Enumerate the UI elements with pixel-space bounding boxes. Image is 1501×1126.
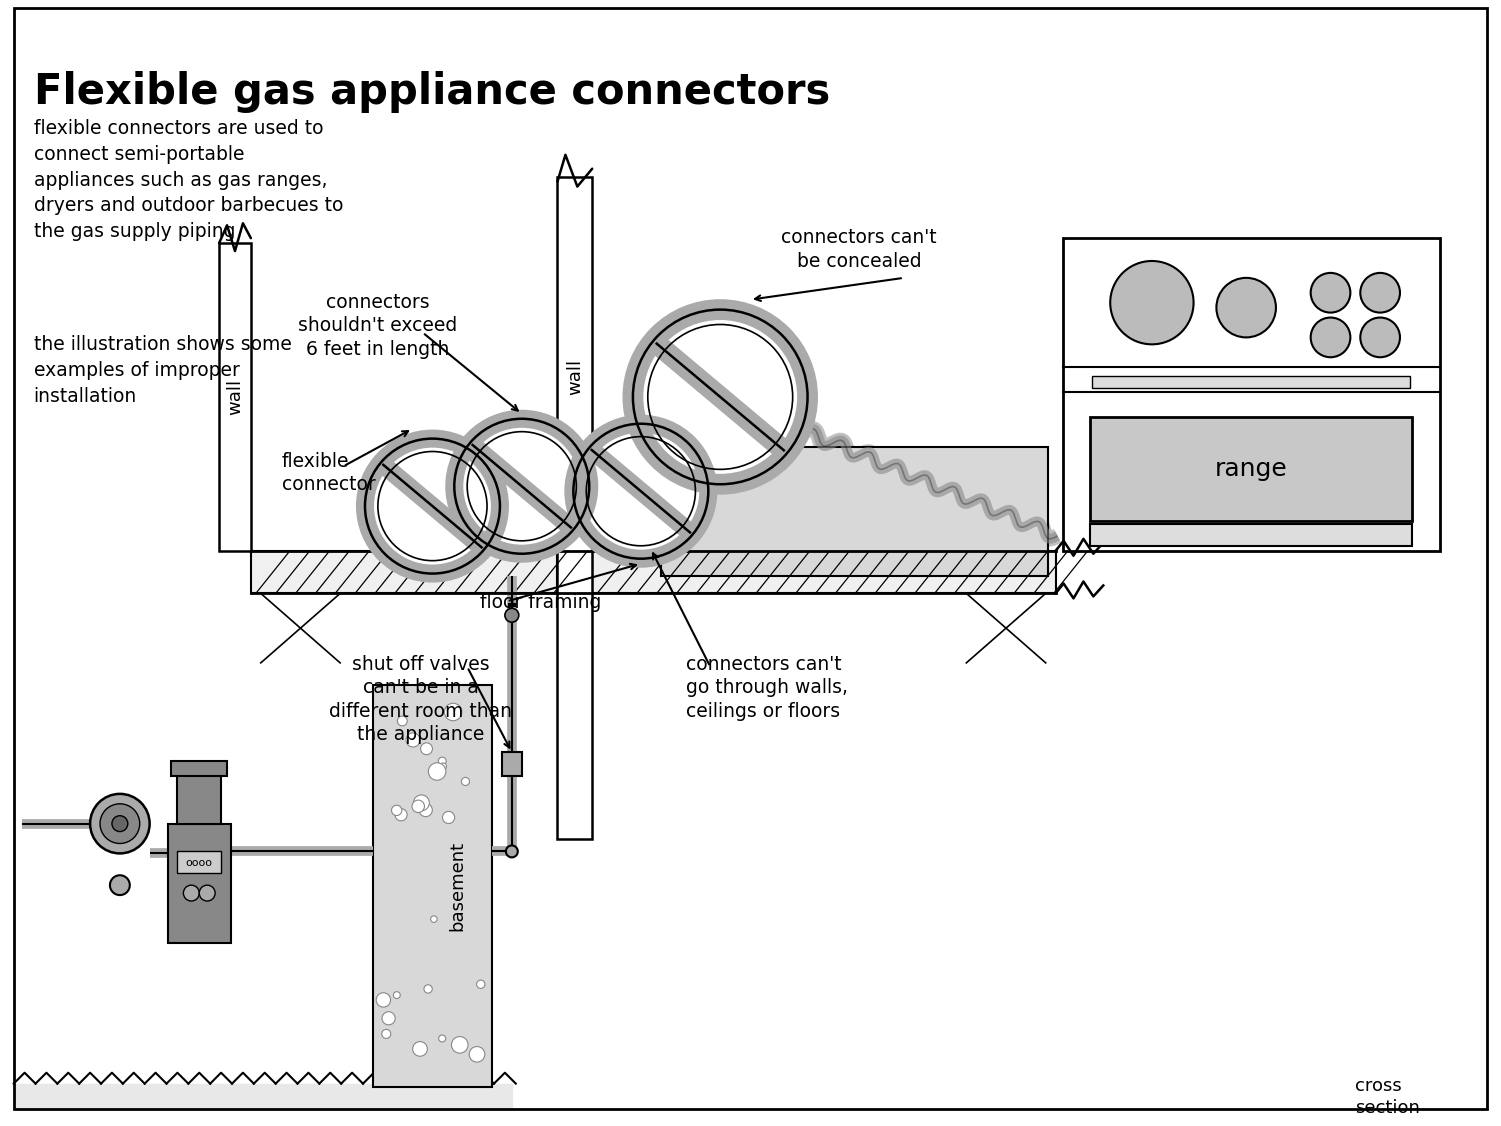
Circle shape xyxy=(183,885,200,901)
Bar xyxy=(177,851,221,874)
Circle shape xyxy=(413,795,429,811)
Bar xyxy=(1093,376,1409,388)
Circle shape xyxy=(113,815,128,832)
Circle shape xyxy=(392,805,402,815)
Circle shape xyxy=(431,915,437,922)
Circle shape xyxy=(440,763,446,770)
Circle shape xyxy=(1216,278,1276,338)
Circle shape xyxy=(423,985,432,993)
Circle shape xyxy=(461,777,470,786)
Bar xyxy=(1090,417,1412,521)
Bar xyxy=(593,551,1055,593)
Circle shape xyxy=(377,993,390,1007)
Text: connectors
shouldn't exceed
6 feet in length: connectors shouldn't exceed 6 feet in le… xyxy=(299,293,458,359)
Circle shape xyxy=(413,1042,428,1056)
Bar xyxy=(171,761,227,776)
Circle shape xyxy=(1310,272,1351,313)
Bar xyxy=(1090,524,1412,546)
Text: shut off valves
can't be in a
different room than
the appliance: shut off valves can't be in a different … xyxy=(329,655,512,744)
Circle shape xyxy=(413,801,425,813)
Bar xyxy=(1063,239,1439,551)
Circle shape xyxy=(452,1037,468,1053)
Bar xyxy=(557,177,593,839)
Bar xyxy=(219,243,251,551)
Circle shape xyxy=(579,430,702,552)
Text: Flexible gas appliance connectors: Flexible gas appliance connectors xyxy=(33,71,830,114)
Text: cross
section: cross section xyxy=(1355,1076,1420,1117)
Circle shape xyxy=(90,794,150,854)
Text: floor framing: floor framing xyxy=(480,593,602,613)
Circle shape xyxy=(110,875,129,895)
Circle shape xyxy=(371,445,494,568)
Text: flexible connectors are used to
connect semi-portable
appliances such as gas ran: flexible connectors are used to connect … xyxy=(33,119,342,241)
Text: the illustration shows some
examples of improper
installation: the illustration shows some examples of … xyxy=(33,336,291,405)
Circle shape xyxy=(428,762,446,780)
Circle shape xyxy=(470,1046,485,1062)
Circle shape xyxy=(419,804,432,816)
Circle shape xyxy=(438,757,446,765)
Bar xyxy=(372,685,492,1087)
Circle shape xyxy=(398,716,407,726)
Text: wall: wall xyxy=(227,378,245,415)
Bar xyxy=(251,551,557,593)
Text: connectors can't
be concealed: connectors can't be concealed xyxy=(782,229,937,270)
Circle shape xyxy=(393,992,401,999)
Circle shape xyxy=(101,804,140,843)
Bar xyxy=(501,752,522,776)
Circle shape xyxy=(438,1035,446,1042)
Text: basement: basement xyxy=(449,841,467,931)
Text: range: range xyxy=(1214,457,1288,481)
Circle shape xyxy=(504,608,519,623)
Circle shape xyxy=(461,426,582,547)
Circle shape xyxy=(1310,318,1351,357)
Text: oooo: oooo xyxy=(186,858,213,868)
Circle shape xyxy=(1360,272,1400,313)
Text: flexible
connector: flexible connector xyxy=(282,452,375,494)
Circle shape xyxy=(477,980,485,989)
Text: wall: wall xyxy=(566,359,584,395)
Circle shape xyxy=(381,1029,390,1038)
Circle shape xyxy=(395,808,407,821)
Circle shape xyxy=(444,704,462,721)
Bar xyxy=(660,447,1048,575)
Bar xyxy=(168,823,231,942)
Circle shape xyxy=(1360,318,1400,357)
Circle shape xyxy=(506,846,518,857)
Circle shape xyxy=(420,743,432,754)
Circle shape xyxy=(641,318,800,476)
Circle shape xyxy=(1111,261,1193,345)
Circle shape xyxy=(383,1012,395,1025)
Bar xyxy=(177,774,221,823)
Circle shape xyxy=(405,733,420,747)
Circle shape xyxy=(443,812,455,823)
Circle shape xyxy=(200,885,215,901)
Text: connectors can't
go through walls,
ceilings or floors: connectors can't go through walls, ceili… xyxy=(686,655,848,721)
